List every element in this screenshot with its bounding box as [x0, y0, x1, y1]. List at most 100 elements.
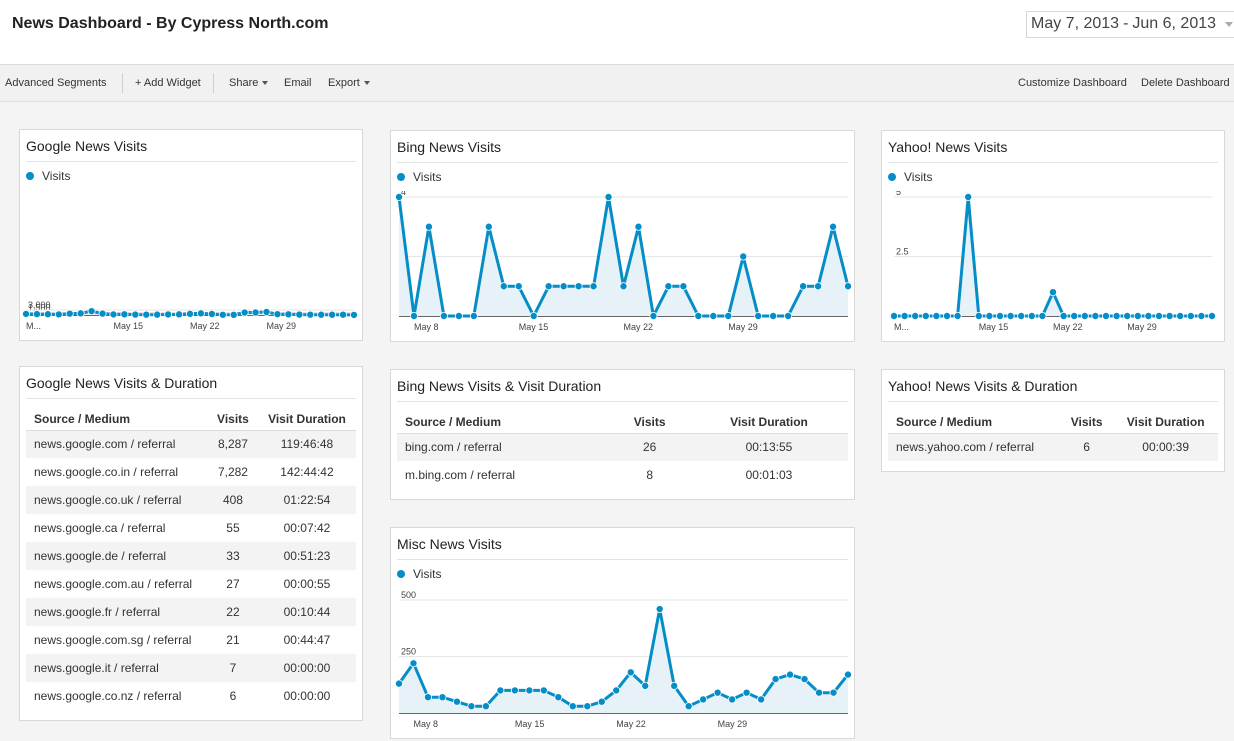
table-header-row: Source / Medium Visits Visit Duration [26, 408, 356, 431]
data-point [240, 308, 249, 317]
source-cell: news.google.co.uk / referral [26, 486, 208, 514]
data-point [438, 693, 447, 702]
add-widget-button[interactable]: + Add Widget [135, 77, 201, 89]
table-row: bing.com / referral 26 00:13:55 [397, 433, 848, 461]
y-tick-label: 250 [401, 647, 416, 657]
column-header-visits[interactable]: Visits [1059, 411, 1114, 434]
data-point [317, 310, 326, 319]
data-point [574, 282, 583, 291]
x-tick-label: May 22 [1053, 322, 1083, 332]
column-header-source[interactable]: Source / Medium [888, 411, 1060, 434]
x-tick-label: May 22 [190, 321, 220, 331]
data-point [1144, 312, 1153, 321]
advanced-segments-button[interactable]: Advanced Segments [5, 77, 107, 89]
yahoo-news-duration-widget[interactable]: Yahoo! News Visits & Duration Source / M… [881, 369, 1225, 472]
table-row: news.google.com.sg / referral 21 00:44:47 [26, 626, 356, 654]
source-cell: news.google.de / referral [26, 542, 208, 570]
visits-cell: 33 [207, 542, 258, 570]
source-cell: news.google.com.au / referral [34, 577, 193, 591]
data-point [612, 686, 621, 695]
duration-cell: 01:22:54 [257, 486, 356, 514]
data-point [1059, 312, 1068, 321]
y-tick-label: 1,500 [28, 303, 51, 313]
data-point [218, 310, 227, 319]
data-point [921, 312, 930, 321]
data-point [120, 310, 129, 319]
data-point [900, 312, 909, 321]
data-point [164, 310, 173, 319]
data-point [757, 695, 766, 704]
visits-cell: 8,287 [207, 430, 258, 458]
email-button[interactable]: Email [284, 77, 312, 89]
data-point [185, 309, 194, 318]
data-point [496, 686, 505, 695]
duration-cell: 00:00:55 [283, 577, 331, 591]
visits-cell: 6 [229, 689, 237, 703]
data-point [626, 668, 635, 677]
source-cell: news.yahoo.com / referral [888, 433, 1060, 461]
x-tick-label: May 22 [616, 719, 646, 729]
column-header-source[interactable]: Source / Medium [26, 408, 208, 431]
source-cell: m.bing.com / referral [405, 468, 516, 482]
data-point [1091, 312, 1100, 321]
source-cell: news.google.com / referral [26, 430, 208, 458]
google-visits-chart[interactable]: 1,500 3,000 M... May 15 May 22 May 29 [20, 190, 362, 340]
table-row: news.google.ca / referral 55 00:07:42 [26, 514, 356, 542]
google-news-duration-widget[interactable]: Google News Visits & Duration Source / M… [19, 366, 363, 721]
x-tick-label: M... [26, 321, 41, 331]
visits-cell: 408 [207, 486, 258, 514]
widget-title: Google News Visits & Duration [26, 375, 356, 399]
data-point [1070, 312, 1079, 321]
y-tick-label: 4 [401, 191, 406, 197]
date-range-picker[interactable]: May 7, 2013- Jun 6, 2013 [1026, 11, 1234, 38]
source-cell: bing.com / referral [397, 433, 610, 461]
export-button[interactable]: Export [328, 77, 370, 89]
data-point [439, 312, 448, 321]
bing-news-duration-widget[interactable]: Bing News Visits & Visit Duration Source… [390, 369, 855, 500]
share-button[interactable]: Share [229, 77, 269, 89]
data-point [568, 702, 577, 711]
x-tick-label: May 29 [728, 322, 758, 332]
data-point [641, 681, 650, 690]
misc-visits-chart[interactable]: 250 500 May 8 May 15 May 22 May 29 [391, 588, 854, 738]
data-point [262, 308, 271, 317]
delete-dashboard-button[interactable]: Delete Dashboard [1141, 77, 1230, 89]
data-point [684, 702, 693, 711]
data-point [769, 312, 778, 321]
data-point [484, 222, 493, 231]
column-header-duration[interactable]: Visit Duration [257, 408, 356, 431]
data-point [395, 679, 403, 688]
google-news-visits-widget[interactable]: Google News Visits Visits 1,500 3,000 M...… [19, 129, 363, 341]
data-point [985, 312, 994, 321]
data-point [713, 688, 722, 697]
data-point [142, 310, 151, 319]
column-header-duration[interactable]: Visit Duration [1113, 411, 1218, 434]
data-point [1017, 312, 1026, 321]
data-point [742, 688, 751, 697]
column-header-visits[interactable]: Visits [207, 408, 258, 431]
yahoo-visits-chart[interactable]: 2.5 5 M... May 15 May 22 May 29 [882, 191, 1224, 341]
data-point [815, 688, 824, 697]
x-tick-label: May 22 [624, 322, 654, 332]
yahoo-news-visits-widget[interactable]: Yahoo! News Visits Visits 2.5 5 M... May 15… [881, 130, 1225, 342]
legend-dot-icon [888, 173, 896, 181]
source-cell: news.google.co.nz / referral [34, 689, 182, 703]
chevron-down-icon[interactable] [1225, 22, 1233, 27]
data-point [699, 695, 708, 704]
yahoo-duration-table: Source / Medium Visits Visit Duration ne… [888, 411, 1218, 461]
column-header-visits[interactable]: Visits [609, 411, 690, 434]
data-point [153, 310, 162, 319]
column-header-duration[interactable]: Visit Duration [689, 411, 848, 434]
date-start: May 7, 2013 [1031, 15, 1120, 32]
misc-news-visits-widget[interactable]: Misc News Visits Visits 250 500 May 8 May 1… [390, 527, 855, 739]
data-point [694, 312, 703, 321]
column-header-source[interactable]: Source / Medium [397, 411, 610, 434]
data-point [409, 659, 418, 668]
customize-dashboard-button[interactable]: Customize Dashboard [1018, 77, 1127, 89]
data-point [76, 309, 85, 318]
data-point [619, 282, 628, 291]
legend-dot-icon [397, 570, 405, 578]
google-duration-table: Source / Medium Visits Visit Duration ne… [26, 408, 356, 710]
